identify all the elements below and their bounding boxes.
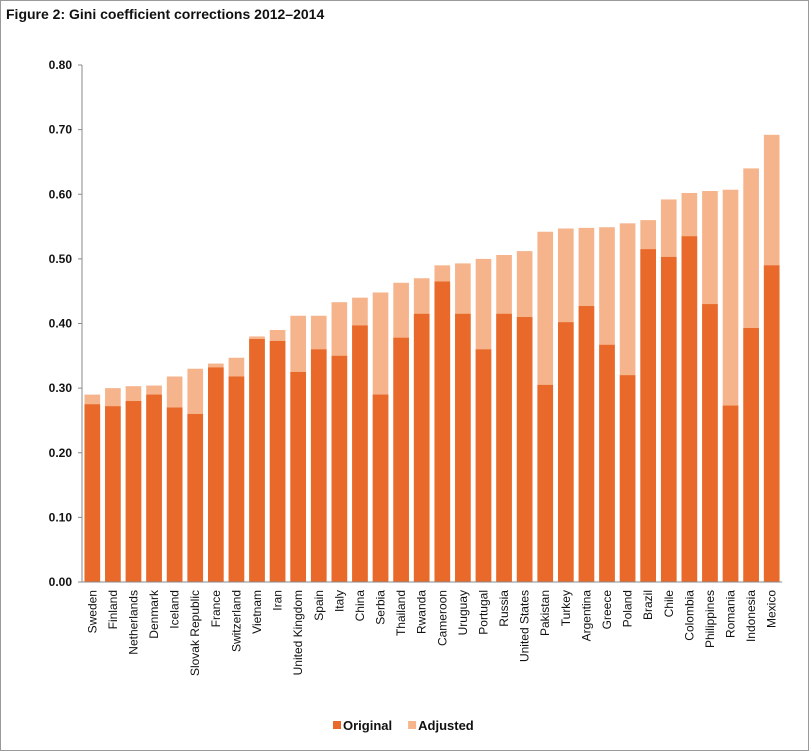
bar bbox=[558, 322, 574, 582]
x-tick-label: Switzerland bbox=[229, 590, 243, 652]
bar bbox=[372, 394, 389, 582]
chart-title: Figure 2: Gini coefficient corrections 2… bbox=[6, 6, 324, 22]
bar bbox=[722, 405, 739, 582]
bar bbox=[228, 376, 245, 582]
x-tick-label: Rwanda bbox=[415, 590, 429, 634]
x-tick-label: Uruguay bbox=[456, 590, 470, 635]
bar bbox=[681, 236, 698, 582]
x-tick-label: Indonesia bbox=[744, 590, 758, 642]
x-tick-label: Brazil bbox=[641, 590, 655, 620]
bar bbox=[475, 349, 492, 582]
x-tick-label: Vietnam bbox=[250, 590, 264, 634]
x-tick-label: Colombia bbox=[682, 590, 696, 641]
legend-swatch bbox=[408, 721, 417, 729]
x-tick-label: Thailand bbox=[394, 590, 408, 636]
x-tick-label: Netherlands bbox=[126, 590, 140, 655]
x-tick-label: Russia bbox=[497, 590, 511, 627]
bar bbox=[187, 413, 204, 582]
x-tick-label: China bbox=[353, 590, 367, 622]
x-tick-label: France bbox=[209, 590, 223, 628]
x-tick-label: Argentina bbox=[579, 590, 593, 642]
y-tick-label: 0.20 bbox=[49, 446, 73, 460]
x-tick-label: Slovak Republic bbox=[188, 590, 202, 676]
bar bbox=[352, 325, 368, 582]
bar bbox=[84, 404, 101, 582]
x-tick-label: Pakistan bbox=[538, 590, 552, 636]
x-tick-label: Denmark bbox=[147, 589, 161, 639]
x-tick-label: Iran bbox=[271, 590, 285, 611]
x-tick-label: Philippines bbox=[703, 590, 717, 648]
bar bbox=[331, 355, 348, 582]
bar bbox=[537, 384, 554, 582]
bar bbox=[743, 328, 759, 582]
y-tick-label: 0.80 bbox=[49, 58, 73, 72]
x-tick-label: Greece bbox=[600, 590, 614, 630]
bar bbox=[516, 317, 533, 582]
legend-label: Adjusted bbox=[418, 718, 474, 733]
bar bbox=[619, 375, 636, 582]
y-tick-label: 0.40 bbox=[49, 317, 73, 331]
x-tick-label: Italy bbox=[332, 590, 346, 612]
y-tick-label: 0.70 bbox=[49, 123, 73, 137]
bar bbox=[455, 313, 471, 582]
bar bbox=[578, 306, 595, 582]
legend-label: Original bbox=[343, 718, 392, 733]
y-tick-label: 0.00 bbox=[49, 575, 73, 589]
bar bbox=[269, 340, 286, 582]
bar bbox=[660, 256, 677, 582]
x-tick-label: Romania bbox=[724, 590, 738, 638]
x-tick-label: Cameroon bbox=[435, 590, 449, 646]
bar bbox=[290, 371, 306, 582]
x-tick-label: Iceland bbox=[168, 590, 182, 629]
x-tick-label: Serbia bbox=[374, 590, 388, 625]
y-tick-label: 0.30 bbox=[49, 381, 73, 395]
bar bbox=[310, 349, 327, 582]
legend-swatch bbox=[333, 721, 341, 729]
bar bbox=[599, 344, 615, 582]
bar bbox=[763, 265, 780, 582]
bar bbox=[146, 394, 162, 582]
y-tick-label: 0.10 bbox=[49, 510, 73, 524]
x-tick-label: United States bbox=[518, 590, 532, 662]
bar bbox=[393, 337, 409, 582]
bar bbox=[434, 281, 451, 582]
y-tick-label: 0.60 bbox=[49, 187, 73, 201]
bar bbox=[413, 313, 430, 582]
x-tick-label: Turkey bbox=[559, 590, 573, 626]
x-tick-label: Finland bbox=[106, 590, 120, 629]
x-tick-label: Spain bbox=[312, 590, 326, 621]
bar bbox=[249, 339, 265, 582]
bar bbox=[166, 407, 183, 582]
bar bbox=[640, 249, 656, 582]
bar bbox=[208, 367, 224, 582]
x-tick-label: United Kingdom bbox=[291, 590, 305, 675]
y-tick-label: 0.50 bbox=[49, 252, 73, 266]
x-tick-label: Chile bbox=[662, 590, 676, 618]
x-tick-label: Portugal bbox=[476, 590, 490, 635]
x-tick-label: Sweden bbox=[85, 590, 99, 633]
x-tick-label: Poland bbox=[621, 590, 635, 627]
bar bbox=[105, 406, 121, 582]
bar bbox=[125, 401, 142, 582]
bar bbox=[496, 313, 512, 582]
x-tick-label: Mexico bbox=[765, 590, 779, 628]
bar bbox=[702, 304, 718, 582]
